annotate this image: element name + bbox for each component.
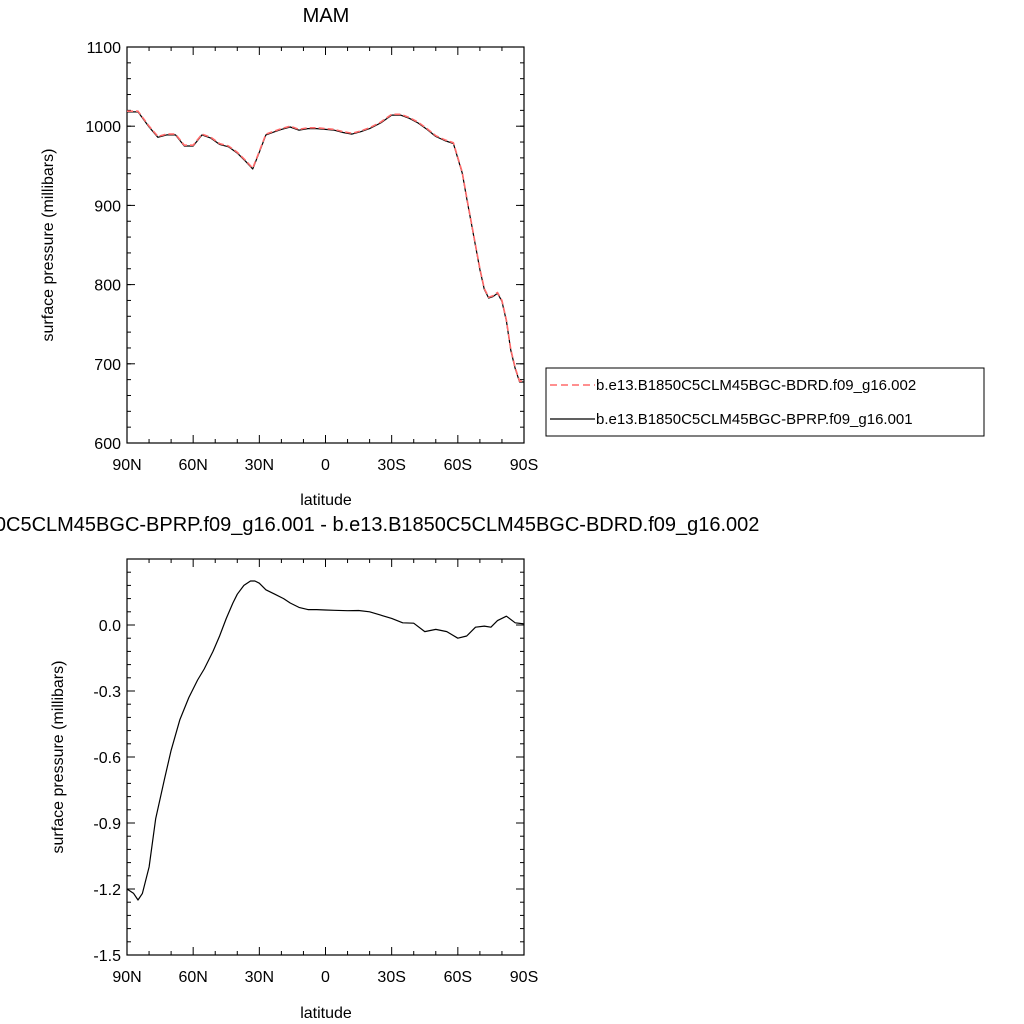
x-tick-label: 60S — [444, 457, 472, 474]
bottom-chart-title: b.e13.B1850C5CLM45BGC-BPRP.f09_g16.001 -… — [0, 514, 759, 536]
legend-label-series-2: b.e13.B1850C5CLM45BGC-BPRP.f09_g16.001 — [596, 411, 913, 428]
x-tick-label: 30S — [377, 457, 405, 474]
top-x-axis-label: latitude — [300, 492, 352, 509]
x-tick-label: 60N — [178, 457, 207, 474]
legend-box — [545, 367, 985, 437]
y-tick-label: 1100 — [87, 40, 122, 57]
x-tick-label: 60N — [178, 969, 207, 986]
top-chart-title: MAM — [303, 5, 350, 27]
x-tick-label: 90N — [112, 969, 141, 986]
x-tick-label: 30S — [377, 969, 405, 986]
x-tick-label: 90N — [112, 457, 141, 474]
x-tick-label: 30N — [245, 969, 274, 986]
top-plot-frame — [126, 46, 525, 444]
y-tick-label: 900 — [94, 198, 121, 215]
x-tick-label: 60S — [444, 969, 472, 986]
y-tick-label: 0.0 — [99, 618, 121, 635]
series-line-1 — [127, 111, 524, 383]
legend-label-series-1: b.e13.B1850C5CLM45BGC-BDRD.f09_g16.002 — [596, 377, 916, 394]
bottom-y-axis-label: surface pressure (millibars) — [50, 661, 67, 854]
x-tick-label: 0 — [321, 969, 330, 986]
series-line-1 — [126, 580, 525, 901]
series-line-2 — [127, 110, 524, 383]
bottom-ticks: 90N 60N 30N 0 30S 60S 90S -1.5 -1.2 -0.9 -0.6 -0.3 0… — [93, 558, 538, 986]
x-tick-label: 90S — [510, 457, 538, 474]
x-tick-label: 0 — [321, 457, 330, 474]
legend: b.e13.B1850C5CLM45BGC-BDRD.f09_g16.002 b… — [545, 367, 985, 437]
y-tick-label: -1.5 — [93, 948, 121, 965]
y-tick-label: 700 — [94, 357, 121, 374]
top-ticks: 90N 60N 30N 0 30S 60S 90S 600 700 800 900 1000 1100 — [85, 40, 538, 474]
y-tick-label: -0.3 — [93, 684, 121, 701]
bottom-plot-frame — [126, 558, 525, 956]
y-tick-label: -1.2 — [93, 882, 121, 899]
bottom-x-axis-label: latitude — [300, 1005, 352, 1022]
bottom-panel: b.e13.B1850C5CLM45BGC-BPRP.f09_g16.001 -… — [0, 514, 759, 1022]
y-tick-label: -0.6 — [93, 750, 121, 767]
bottom-series-lines — [126, 580, 525, 901]
top-panel: MAM 90N 60N 30N 0 30S 60S 90S 600 700 800 900 1000 1… — [40, 5, 538, 509]
y-tick-label: 600 — [94, 436, 121, 453]
y-tick-label: 800 — [94, 278, 121, 295]
y-tick-label: 1000 — [85, 119, 121, 136]
x-tick-label: 90S — [510, 969, 538, 986]
x-tick-label: 30N — [245, 457, 274, 474]
y-tick-label: -0.9 — [93, 816, 121, 833]
top-series-lines — [127, 110, 524, 383]
top-y-axis-label: surface pressure (millibars) — [40, 149, 57, 342]
